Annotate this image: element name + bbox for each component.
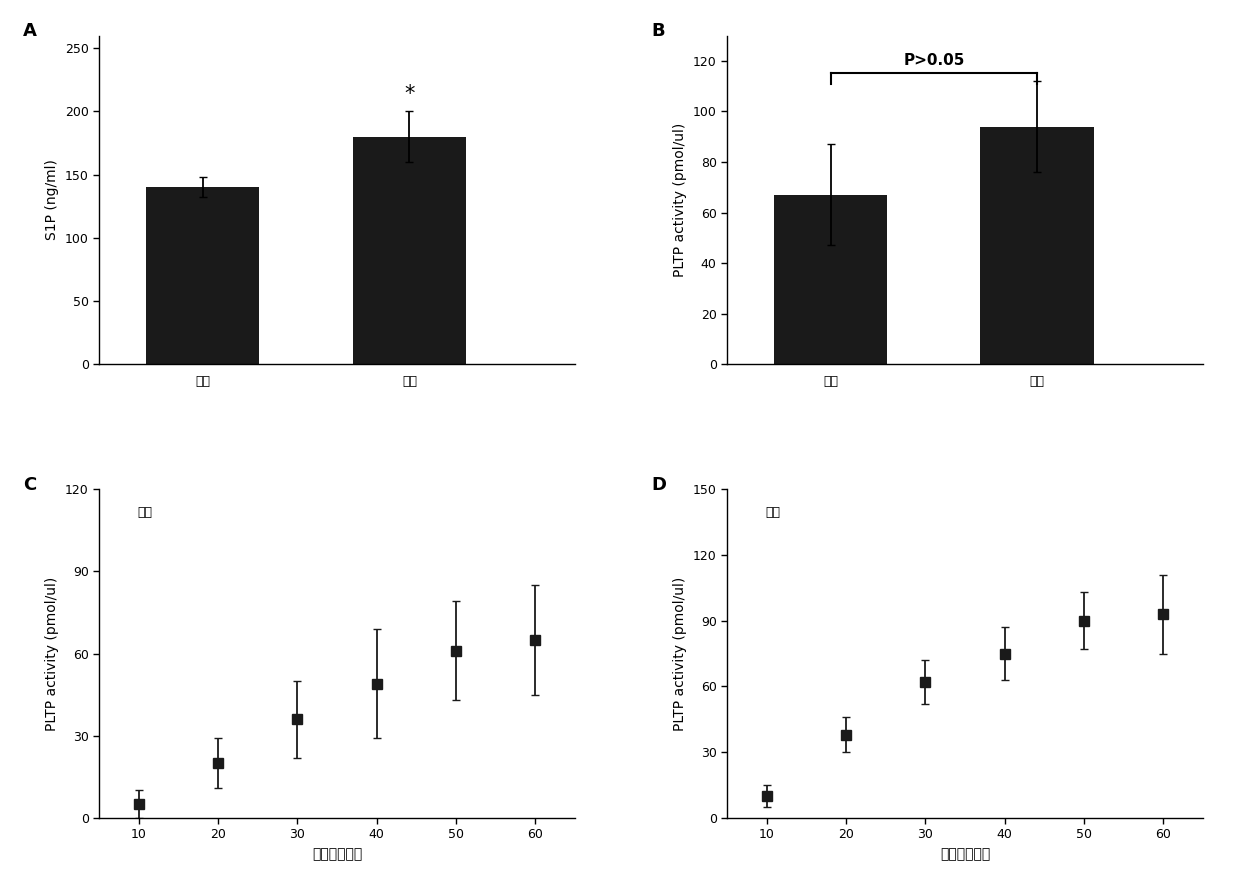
Text: 雌性: 雌性	[765, 506, 780, 518]
Text: P>0.05: P>0.05	[903, 53, 965, 68]
Text: 雄性: 雄性	[138, 506, 153, 518]
Text: B: B	[651, 22, 665, 40]
Text: *: *	[404, 84, 414, 104]
Text: D: D	[651, 476, 666, 494]
Y-axis label: S1P (ng/ml): S1P (ng/ml)	[46, 159, 60, 240]
X-axis label: 时间（分钟）: 时间（分钟）	[312, 847, 362, 861]
X-axis label: 时间（分钟）: 时间（分钟）	[940, 847, 990, 861]
Y-axis label: PLTP activity (pmol/ul): PLTP activity (pmol/ul)	[673, 123, 687, 277]
Bar	[352, 137, 466, 364]
Text: C: C	[24, 476, 36, 494]
Text: A: A	[24, 22, 37, 40]
Y-axis label: PLTP activity (pmol/ul): PLTP activity (pmol/ul)	[673, 576, 687, 731]
Bar	[774, 195, 888, 364]
Bar	[981, 126, 1094, 364]
Bar	[146, 188, 259, 364]
Y-axis label: PLTP activity (pmol/ul): PLTP activity (pmol/ul)	[46, 576, 60, 731]
